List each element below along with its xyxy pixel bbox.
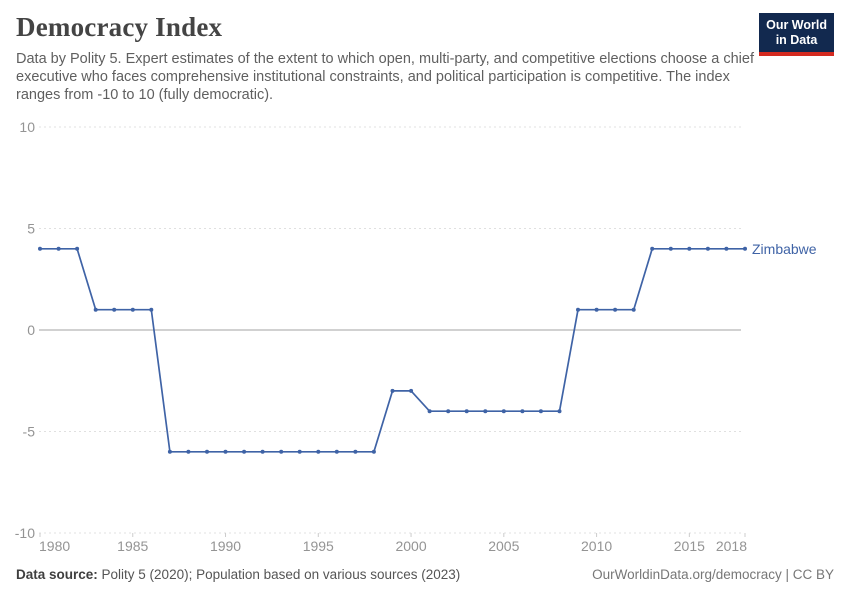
data-point[interactable]: [297, 449, 302, 454]
footer-source-label: Data source:: [16, 567, 98, 582]
data-point[interactable]: [501, 409, 506, 414]
data-point[interactable]: [334, 449, 339, 454]
owid-logo-line2: in Data: [775, 33, 818, 47]
data-point[interactable]: [650, 246, 655, 251]
data-point[interactable]: [613, 307, 618, 312]
data-point[interactable]: [483, 409, 488, 414]
data-point[interactable]: [464, 409, 469, 414]
x-tick-label: 1985: [117, 538, 148, 554]
data-point[interactable]: [260, 449, 265, 454]
x-tick-label: 2018: [716, 538, 747, 554]
data-point[interactable]: [743, 246, 747, 251]
x-tick-label: 1990: [210, 538, 241, 554]
footer-source-text: Polity 5 (2020); Population based on var…: [97, 567, 461, 582]
data-point[interactable]: [242, 449, 247, 454]
data-point[interactable]: [520, 409, 525, 414]
data-point[interactable]: [557, 409, 562, 414]
data-point[interactable]: [446, 409, 451, 414]
chart-title: Democracy Index: [16, 12, 223, 42]
data-point[interactable]: [130, 307, 135, 312]
data-point[interactable]: [56, 246, 61, 251]
x-tick-label: 1995: [303, 538, 334, 554]
data-point[interactable]: [149, 307, 154, 312]
data-point[interactable]: [371, 449, 376, 454]
data-point[interactable]: [353, 449, 358, 454]
data-point[interactable]: [38, 246, 42, 251]
chart-footer: Data source: Polity 5 (2020); Population…: [16, 567, 834, 582]
data-point[interactable]: [409, 388, 414, 393]
data-point[interactable]: [112, 307, 117, 312]
data-point[interactable]: [390, 388, 395, 393]
y-tick-label: -10: [15, 525, 35, 541]
footer-citation-link[interactable]: OurWorldinData.org/democracy | CC BY: [592, 567, 834, 582]
data-point[interactable]: [186, 449, 191, 454]
entity-label-zimbabwe[interactable]: Zimbabwe: [752, 241, 817, 257]
data-point[interactable]: [594, 307, 599, 312]
owid-logo-line1: Our World: [766, 18, 827, 32]
y-tick-label: 5: [27, 221, 35, 237]
data-point[interactable]: [223, 449, 228, 454]
data-point[interactable]: [687, 246, 692, 251]
y-tick-label: 0: [27, 322, 35, 338]
y-tick-label: -5: [23, 424, 36, 440]
x-tick-label: 2000: [395, 538, 426, 554]
footer-source: Data source: Polity 5 (2020); Population…: [16, 567, 460, 582]
data-point[interactable]: [316, 449, 321, 454]
x-tick-label: 2015: [674, 538, 705, 554]
data-point[interactable]: [75, 246, 80, 251]
data-point[interactable]: [427, 409, 432, 414]
x-tick-label: 2010: [581, 538, 612, 554]
data-point[interactable]: [668, 246, 673, 251]
data-point[interactable]: [167, 449, 172, 454]
data-point[interactable]: [205, 449, 209, 454]
x-tick-label: 1980: [39, 538, 70, 554]
data-point[interactable]: [576, 307, 580, 312]
data-point[interactable]: [538, 409, 543, 414]
data-point[interactable]: [93, 307, 98, 312]
series-line-zimbabwe[interactable]: [39, 247, 746, 453]
x-tick-label: 2005: [488, 538, 519, 554]
data-point[interactable]: [279, 449, 284, 454]
owid-logo[interactable]: Our World in Data: [759, 13, 834, 56]
data-point[interactable]: [705, 246, 710, 251]
chart-subtitle: Data by Polity 5. Expert estimates of th…: [16, 51, 754, 103]
y-tick-label: 10: [19, 119, 35, 135]
data-point[interactable]: [631, 307, 636, 312]
data-point[interactable]: [724, 246, 729, 251]
